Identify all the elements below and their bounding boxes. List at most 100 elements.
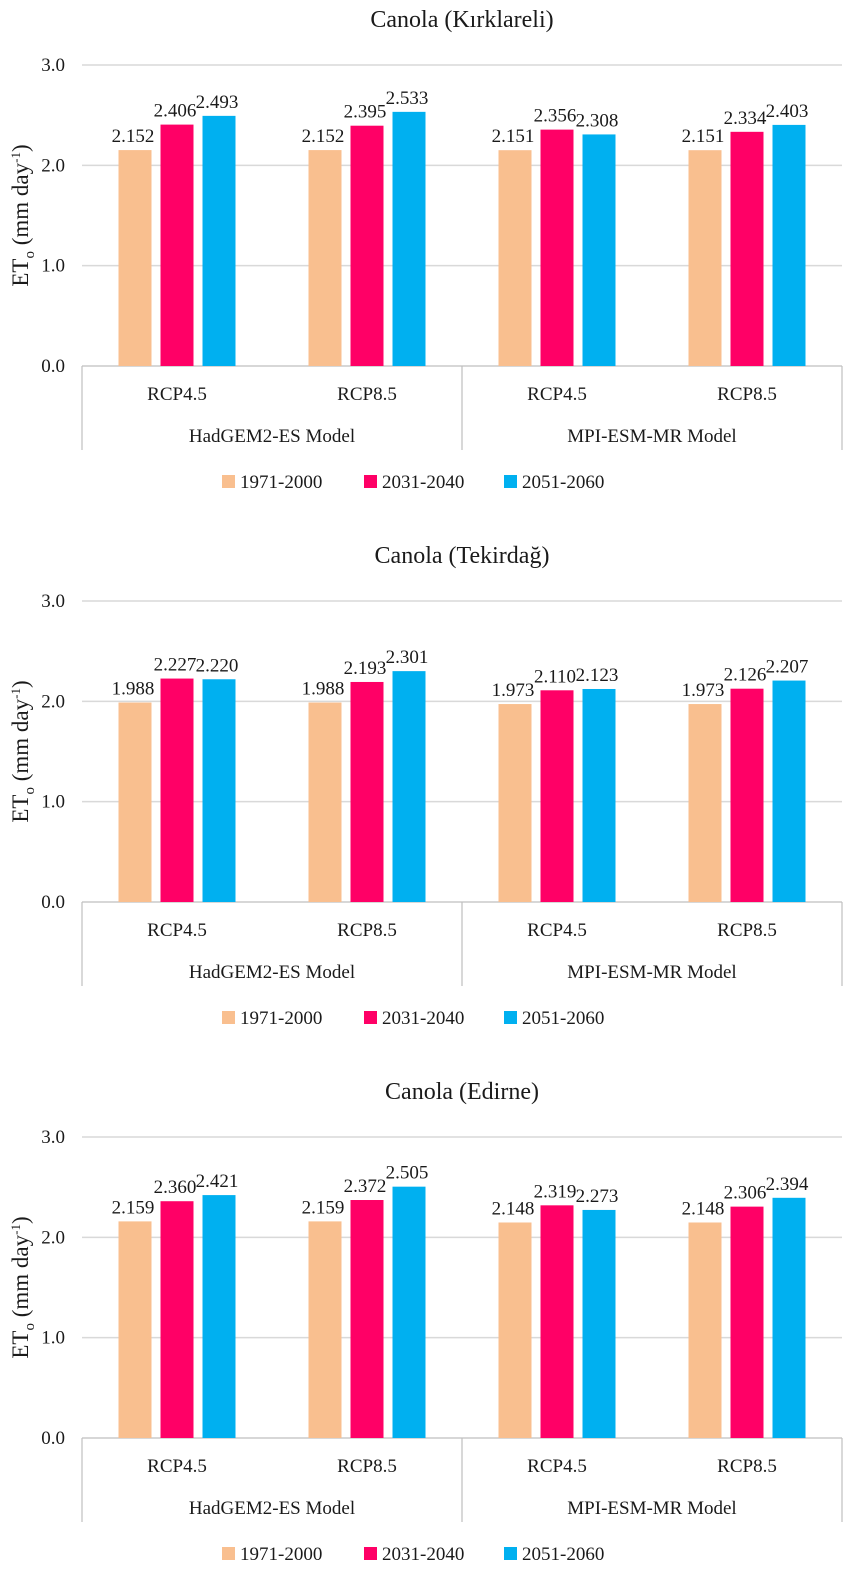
legend-label: 2031-2040 xyxy=(382,472,464,493)
category-label: RCP4.5 xyxy=(527,384,587,405)
data-label: 2.533 xyxy=(386,88,429,109)
category-label: RCP8.5 xyxy=(337,1456,397,1477)
bar-2031-2040-RCP4.5 xyxy=(160,678,194,902)
data-label: 2.334 xyxy=(724,108,767,129)
y-axis-label-unit: (mm day xyxy=(8,698,33,787)
bar-1971-2000-RCP4.5 xyxy=(118,702,152,902)
bar-2051-2060-RCP4.5 xyxy=(582,1209,616,1438)
data-label: 2.148 xyxy=(492,1198,535,1219)
legend-label: 1971-2000 xyxy=(240,1544,322,1565)
data-label: 2.110 xyxy=(534,666,576,687)
data-label: 2.148 xyxy=(682,1198,725,1219)
legend-swatch-2051-2060 xyxy=(504,1011,517,1024)
chart-title: Canola (Kırklareli) xyxy=(370,7,553,33)
bar-2051-2060-RCP8.5 xyxy=(772,680,806,902)
chart-panel-1: Canola (Kırklareli) 0.0 1.0 2.0 3.0 2.152 2.40… xyxy=(8,7,843,493)
data-label: 2.220 xyxy=(196,655,239,676)
y-tick-label: 1.0 xyxy=(41,1328,65,1349)
y-tick-label: 3.0 xyxy=(41,1127,65,1148)
y-axis-label-close: ) xyxy=(8,1216,33,1224)
data-label: 2.159 xyxy=(112,1197,155,1218)
data-label: 2.505 xyxy=(386,1163,429,1184)
y-axis-label: ETo (mm day-1) xyxy=(8,680,38,822)
bar-1971-2000-RCP4.5 xyxy=(118,150,152,366)
legend-swatch-1971-2000 xyxy=(222,475,235,488)
bar-2031-2040-RCP8.5 xyxy=(350,681,384,902)
bar-2031-2040-RCP4.5 xyxy=(160,1201,194,1438)
y-tick-label: 0.0 xyxy=(41,356,65,377)
y-axis-unit: (mm day xyxy=(8,1234,33,1317)
legend-label: 1971-2000 xyxy=(240,1008,322,1029)
y-axis-label: ETo (mm day-1) xyxy=(8,1216,38,1358)
category-label: RCP4.5 xyxy=(527,920,587,941)
y-tick-label: 2.0 xyxy=(41,155,65,176)
y-axis-unit: (mm day xyxy=(8,162,33,245)
y-tick-label: 3.0 xyxy=(41,591,65,612)
bar-1971-2000-RCP4.5 xyxy=(498,150,532,366)
y-axis-label-main: ET xyxy=(8,795,33,823)
data-label: 2.395 xyxy=(344,102,387,123)
bar-2031-2040-RCP8.5 xyxy=(730,131,764,366)
y-tick-label: 1.0 xyxy=(41,256,65,277)
category-label: RCP8.5 xyxy=(717,920,777,941)
legend-swatch-2031-2040 xyxy=(364,1547,377,1560)
bar-2031-2040-RCP8.5 xyxy=(730,688,764,902)
bar-2051-2060-RCP4.5 xyxy=(202,1195,236,1438)
y-tick-label: 2.0 xyxy=(41,1227,65,1248)
data-label: 1.988 xyxy=(112,679,155,700)
category-label: RCP4.5 xyxy=(147,384,207,405)
y-axis-label-unit: (mm day xyxy=(8,1234,33,1323)
y-axis-label-sub: o xyxy=(22,1323,38,1331)
bar-2051-2060-RCP8.5 xyxy=(392,671,426,902)
legend-swatch-1971-2000 xyxy=(222,1011,235,1024)
data-label: 2.207 xyxy=(766,657,809,678)
category-label: RCP4.5 xyxy=(147,920,207,941)
category-label: RCP8.5 xyxy=(717,384,777,405)
y-tick-label: 3.0 xyxy=(41,55,65,76)
legend-swatch-2051-2060 xyxy=(504,1547,517,1560)
data-label: 2.493 xyxy=(196,92,239,113)
category-label: RCP8.5 xyxy=(337,384,397,405)
group-label: HadGEM2-ES Model xyxy=(189,962,355,983)
data-label: 1.988 xyxy=(302,679,345,700)
bar-2051-2060-RCP4.5 xyxy=(582,134,616,366)
bar-2031-2040-RCP8.5 xyxy=(350,125,384,367)
y-axis-label-sub: o xyxy=(22,787,38,795)
data-label: 2.152 xyxy=(302,126,345,147)
data-label: 2.273 xyxy=(576,1186,619,1207)
bar-1971-2000-RCP8.5 xyxy=(308,150,342,366)
bar-2031-2040-RCP4.5 xyxy=(540,1205,574,1438)
y-axis-label: ETo (mm day-1) xyxy=(8,144,38,286)
data-label: 2.406 xyxy=(154,101,197,122)
bar-1971-2000-RCP4.5 xyxy=(118,1221,152,1438)
bar-2051-2060-RCP8.5 xyxy=(772,1197,806,1438)
bar-2051-2060-RCP4.5 xyxy=(202,679,236,902)
bar-1971-2000-RCP8.5 xyxy=(308,1221,342,1438)
y-tick-label: 2.0 xyxy=(41,691,65,712)
group-label: MPI-ESM-MR Model xyxy=(567,426,736,447)
bar-1971-2000-RCP8.5 xyxy=(688,1222,722,1438)
legend-label: 2051-2060 xyxy=(522,1008,604,1029)
legend-swatch-2031-2040 xyxy=(364,475,377,488)
data-label: 2.151 xyxy=(682,126,725,147)
bar-1971-2000-RCP8.5 xyxy=(688,150,722,366)
legend-label: 2031-2040 xyxy=(382,1544,464,1565)
bar-2031-2040-RCP4.5 xyxy=(540,129,574,366)
data-label: 2.360 xyxy=(154,1177,197,1198)
y-axis-unit: (mm day xyxy=(8,698,33,781)
bar-2051-2060-RCP8.5 xyxy=(392,111,426,366)
data-label: 2.308 xyxy=(576,110,619,131)
data-label: 2.123 xyxy=(576,665,619,686)
data-label: 2.151 xyxy=(492,126,535,147)
bar-1971-2000-RCP4.5 xyxy=(498,704,532,902)
y-axis-label-main: ET xyxy=(8,259,33,287)
group-label: HadGEM2-ES Model xyxy=(189,426,355,447)
y-axis-label-unit: (mm day xyxy=(8,162,33,251)
bar-2031-2040-RCP4.5 xyxy=(540,690,574,902)
bar-1971-2000-RCP8.5 xyxy=(688,704,722,902)
legend-label: 2051-2060 xyxy=(522,1544,604,1565)
category-label: RCP8.5 xyxy=(717,1456,777,1477)
legend-swatch-1971-2000 xyxy=(222,1547,235,1560)
